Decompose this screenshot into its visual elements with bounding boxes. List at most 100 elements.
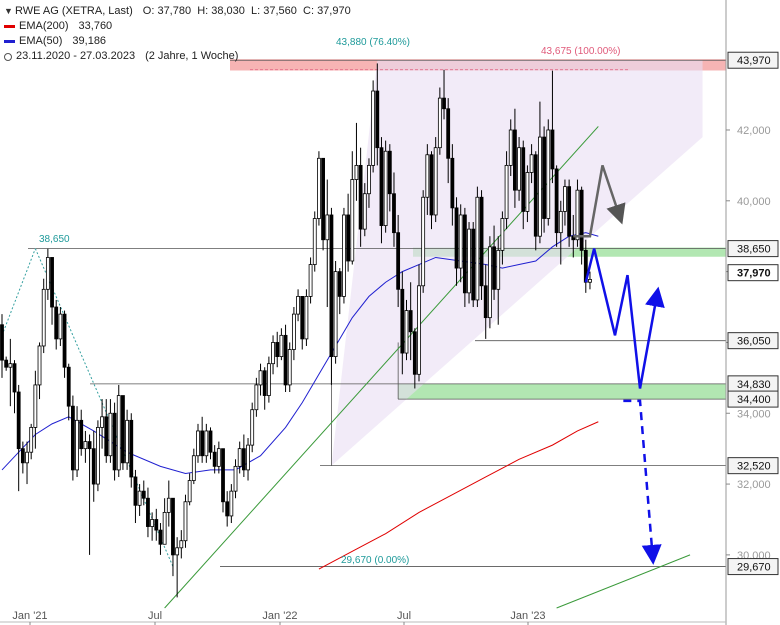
candle-up [191, 455, 196, 481]
candle-down [492, 246, 496, 290]
candle-down [66, 366, 71, 407]
candle-up [354, 164, 359, 180]
ohlc-values: O: 37,780 H: 38,030 L: 37,560 C: 37,970 [142, 5, 351, 17]
price-axis: 30,00032,00034,00036,00038,00040,00042,0… [725, 0, 779, 625]
candle-down [450, 157, 455, 209]
candle-up [508, 129, 513, 166]
chevron-down-icon[interactable]: ▼ [4, 6, 13, 16]
level-label: 29,670 [737, 562, 771, 574]
candles [0, 63, 592, 598]
x-tick-label: Jul [148, 610, 162, 622]
scenario-arrows [573, 164, 665, 565]
trendline-dotted-rise [1, 248, 36, 336]
ema200-swatch [4, 25, 15, 28]
candle-up [496, 249, 501, 290]
candle-up [304, 296, 309, 340]
candle-up [417, 285, 421, 375]
y-tick-label: 34,000 [737, 408, 771, 420]
legend-range-row: 23.11.2020 - 27.03.2023 (2 Jahre, 1 Woch… [4, 49, 351, 64]
ema200-label: EMA(200) [19, 20, 69, 32]
candle-up [588, 279, 592, 283]
candle-up [266, 363, 271, 396]
time-axis: Jan '21 Jul Jan '22 Jul Jan '23 [0, 610, 726, 625]
ema200-line [318, 421, 599, 570]
candle-up [254, 384, 259, 411]
level-label: 34,400 [737, 394, 771, 406]
candle-up [8, 363, 13, 368]
candle-up [150, 519, 155, 527]
candle-down [275, 342, 280, 357]
candle-up [166, 497, 171, 513]
candle-down [462, 214, 467, 294]
fib-top-label: 43,880 (76.40%) [336, 37, 410, 48]
candle-up [475, 196, 480, 301]
candle-down [329, 214, 334, 357]
candle-up [258, 370, 263, 386]
candle-up [250, 409, 255, 446]
candle-down [471, 228, 476, 301]
candle-up [296, 296, 300, 315]
candle-down [171, 497, 175, 556]
candle-down [346, 214, 351, 262]
candle-up [421, 196, 426, 287]
level-label: 43,970 [737, 55, 771, 67]
level-label: 38,650 [737, 244, 771, 256]
candle-up [500, 218, 505, 251]
candle-up [41, 288, 46, 347]
candle-up [563, 186, 567, 212]
candle-down [20, 448, 25, 464]
trendline-long-uptrend [556, 554, 691, 609]
chart-legend: ▼ RWE AG (XETRA, Last) O: 37,780 H: 38,0… [4, 4, 351, 64]
candle-down [79, 419, 84, 450]
candle-down [241, 448, 246, 471]
y-tick-label: 42,000 [737, 125, 771, 137]
candle-up [525, 172, 530, 212]
candle-down [400, 288, 405, 354]
x-tick-label: Jan '23 [510, 610, 545, 622]
clock-icon [4, 52, 12, 61]
candle-down [554, 168, 559, 234]
candle-down [533, 154, 538, 237]
candle-down [283, 334, 288, 386]
level-box [727, 264, 779, 282]
candle-down [104, 416, 109, 457]
candle-down [392, 193, 396, 234]
candle-down [454, 207, 459, 269]
candle-down [158, 529, 163, 545]
candle-up [317, 157, 321, 219]
candle-up [45, 257, 50, 290]
candle-up [404, 310, 409, 354]
candle-down [0, 324, 4, 361]
scenario-blue-arrow [584, 248, 665, 389]
zone-band [398, 383, 726, 400]
candle-up [125, 419, 129, 464]
candle-up [137, 490, 142, 506]
candle-down [375, 90, 380, 149]
candle-down [50, 257, 54, 308]
scenario-grey-arrow [573, 164, 626, 238]
candle-up [383, 150, 388, 226]
candle-up [291, 313, 296, 350]
candle-down [387, 150, 392, 195]
fib-low-label: 29,670 (0.00%) [341, 555, 409, 566]
level-box [727, 558, 779, 576]
candle-down [483, 285, 488, 319]
legend-title-row: ▼ RWE AG (XETRA, Last) O: 37,780 H: 38,0… [4, 4, 351, 19]
candle-up [37, 345, 42, 386]
candle-up [229, 490, 234, 517]
trendline-dotted-fall [34, 248, 174, 567]
candle-down [121, 395, 125, 464]
level-box [727, 240, 779, 258]
triangle-fill [331, 60, 703, 466]
candle-down [442, 97, 446, 110]
candle-down [54, 306, 59, 340]
candle-down [200, 430, 205, 457]
candle-up [216, 448, 221, 467]
candle-down [141, 490, 146, 499]
level-label: 37,970 [737, 268, 771, 280]
y-tick-label: 32,000 [737, 479, 771, 491]
level-box [727, 332, 779, 350]
x-tick-label: Jan '21 [12, 610, 47, 622]
candle-down [337, 271, 342, 297]
candle-up [437, 97, 442, 149]
